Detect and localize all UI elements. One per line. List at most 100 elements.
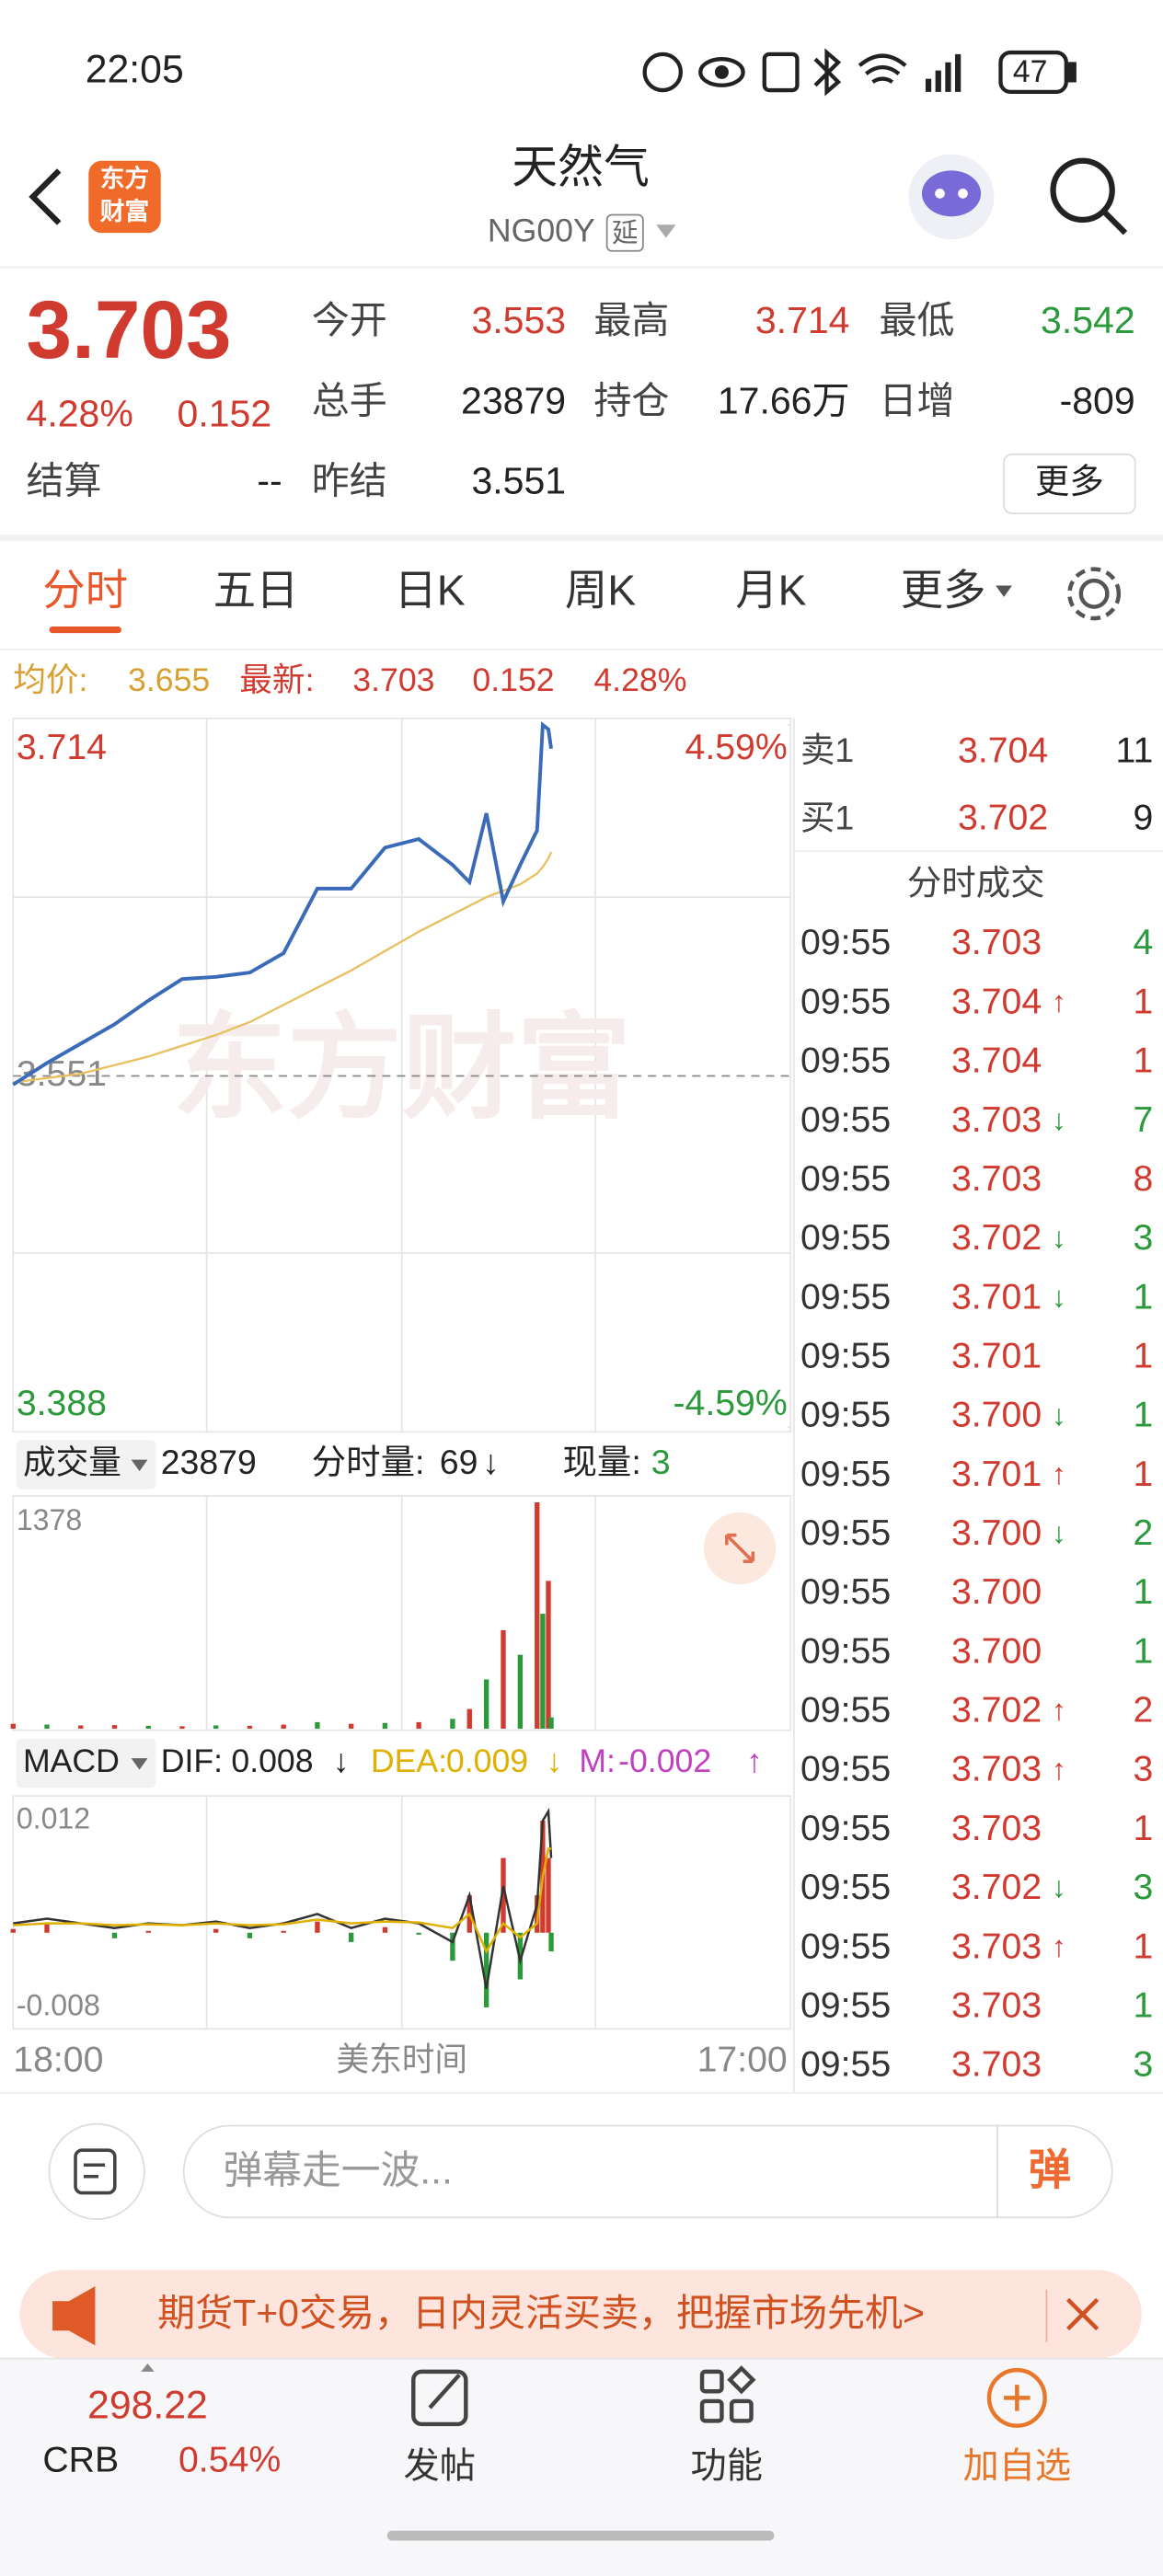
trade-price: 3.703 <box>951 1984 1042 2025</box>
volume-label[interactable]: 成交量 <box>23 1443 121 1480</box>
trade-volume: 4 <box>1133 922 1153 962</box>
macd-bar <box>501 1857 506 1933</box>
trade-price: 3.701 <box>951 1454 1042 1494</box>
trade-arrow: ↓ <box>1052 1516 1066 1549</box>
danmaku-button[interactable]: 弹 <box>1029 2145 1071 2193</box>
trade-volume: 7 <box>1133 1099 1153 1140</box>
y-tick-label: 1378 <box>17 1503 82 1536</box>
macd-bar <box>281 1930 286 1933</box>
field-value: 23879 <box>461 379 566 421</box>
trade-time: 09:55 <box>800 922 891 962</box>
m-value: -0.002 <box>618 1742 711 1779</box>
macd-bar <box>450 1932 455 1961</box>
tab[interactable]: 分时 <box>42 567 128 615</box>
tab[interactable]: 更多 <box>901 567 986 615</box>
y-tick-label: 0.012 <box>17 1801 90 1834</box>
more-button[interactable] <box>1003 453 1136 514</box>
volume-bar <box>213 1725 219 1730</box>
settings-button[interactable] <box>1067 567 1122 621</box>
logo-text: 东方 <box>100 164 149 192</box>
trade-time: 09:55 <box>800 1630 891 1671</box>
dropdown-arrow <box>996 585 1012 597</box>
trade-time: 09:55 <box>800 1217 891 1258</box>
index-value[interactable]: 298.22 <box>87 2383 208 2427</box>
macd-bar <box>44 1923 50 1933</box>
index-change[interactable]: 0.54% <box>178 2439 281 2479</box>
comment-placeholder[interactable]: 弹幕走一波... <box>223 2148 452 2192</box>
trade-time: 09:55 <box>800 1395 891 1435</box>
nav-item[interactable]: 加自选 <box>962 2445 1071 2486</box>
trade-volume: 8 <box>1133 1158 1153 1199</box>
current-label: 现量: <box>562 1443 640 1481</box>
macd-selector[interactable] <box>16 1738 156 1788</box>
comment-input[interactable] <box>182 2124 1113 2219</box>
trade-arrow: ↓ <box>1052 1103 1066 1136</box>
volume-bar <box>179 1726 185 1730</box>
nav-item[interactable]: 功能 <box>691 2445 763 2486</box>
volume-bar <box>483 1679 489 1730</box>
tab[interactable]: 五日 <box>213 567 299 615</box>
volume-selector[interactable] <box>16 1440 156 1489</box>
dropdown-arrow <box>131 1758 148 1770</box>
battery-level: 47 <box>1013 54 1048 89</box>
trade-volume: 3 <box>1133 1867 1153 1907</box>
latest-label: 最新: <box>239 661 314 698</box>
close-button[interactable] <box>1066 2297 1100 2331</box>
trade-arrow: ↓ <box>1052 1221 1066 1254</box>
trade-volume: 1 <box>1133 1276 1153 1317</box>
trade-volume: 1 <box>1133 1454 1153 1494</box>
macd-bar <box>10 1928 16 1933</box>
dif-label: DIF: <box>161 1742 223 1779</box>
trade-arrow: ↑ <box>1052 985 1066 1018</box>
code: NG00Y <box>488 213 595 249</box>
divider <box>0 535 1163 542</box>
latest-change: 0.152 <box>472 661 554 698</box>
dif-arrow: ↓ <box>333 1742 350 1779</box>
tab[interactable]: 月K <box>735 567 806 615</box>
tab[interactable]: 周K <box>565 567 636 615</box>
trade-price: 3.702 <box>951 1217 1042 1258</box>
y2-tick-label: 4.59% <box>685 727 788 767</box>
volume-bar <box>517 1654 524 1730</box>
macd-label[interactable]: MACD <box>23 1742 120 1779</box>
period-value: 69 <box>440 1443 478 1481</box>
logo-text: 财富 <box>100 197 149 225</box>
volume-bar <box>501 1629 506 1730</box>
field-label: 日增 <box>880 379 955 421</box>
volume-bar <box>145 1725 151 1730</box>
index-name[interactable]: CRB <box>42 2439 119 2479</box>
volume-bar <box>382 1722 388 1730</box>
more-button-label[interactable]: 更多 <box>1035 462 1104 500</box>
nav-item[interactable]: 发帖 <box>404 2445 476 2486</box>
back-button[interactable] <box>29 168 62 225</box>
robot-avatar[interactable] <box>908 154 995 240</box>
field-value: 3.551 <box>471 460 566 502</box>
book-volume: 9 <box>1133 798 1153 838</box>
trade-price: 3.702 <box>951 1867 1042 1907</box>
dea-value: 0.009 <box>446 1742 528 1779</box>
volume-bar <box>450 1719 455 1730</box>
macd-bar <box>247 1932 253 1938</box>
trade-volume: 1 <box>1133 1984 1153 2025</box>
book-label: 买1 <box>800 798 854 836</box>
expand-button[interactable] <box>703 1512 777 1585</box>
trade-arrow: ↓ <box>1052 1870 1066 1903</box>
notes-button[interactable] <box>48 2122 145 2220</box>
tab[interactable]: 日K <box>394 567 465 615</box>
trade-price: 3.703 <box>951 922 1042 962</box>
macd-bar <box>382 1926 388 1933</box>
latest-value: 3.703 <box>352 661 434 698</box>
trade-price: 3.703 <box>951 1158 1042 1199</box>
banner[interactable] <box>19 2270 1142 2359</box>
volume-bar <box>546 1581 551 1730</box>
macd-bar <box>546 1857 551 1933</box>
banner-text[interactable]: 期货T+0交易，日内灵活买卖，把握市场先机> <box>157 2292 925 2334</box>
macd-bar <box>416 1932 421 1935</box>
trade-volume: 1 <box>1133 1571 1153 1612</box>
volume-bar <box>10 1723 16 1730</box>
search-button[interactable] <box>1050 157 1128 236</box>
trade-price: 3.703 <box>951 1749 1042 1789</box>
m-label: M: <box>579 1742 616 1779</box>
field-value: -809 <box>1060 379 1135 421</box>
trade-volume: 1 <box>1133 981 1153 1021</box>
